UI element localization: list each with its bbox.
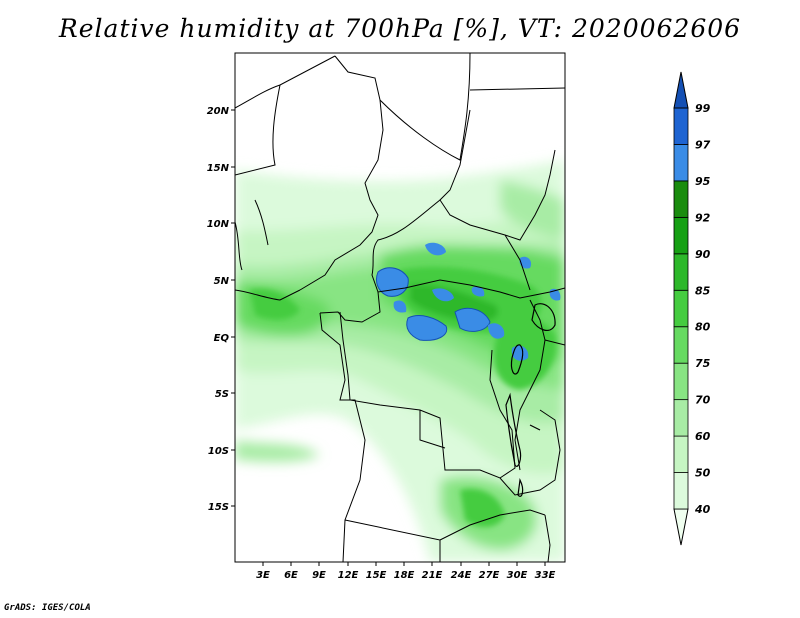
chart-title: Relative humidity at 700hPa [%], VT: 202… [58, 14, 742, 43]
colorbar-label: 70 [695, 394, 711, 407]
colorbar-label: 60 [695, 430, 711, 443]
colorbar-label: 50 [695, 467, 711, 480]
colorbar-lower-arrow [673, 508, 689, 546]
credit-text: GrADS: IGES/COLA [4, 603, 91, 613]
lon-label: 21E [422, 570, 443, 581]
lat-label: 15N [207, 163, 230, 174]
lat-label: EQ [214, 333, 230, 344]
colorbar-bin [673, 289, 689, 328]
lon-label: 30E [507, 570, 528, 581]
colorbar-label: 80 [695, 321, 711, 334]
lat-label: 10S [208, 446, 229, 457]
colorbar-bin [673, 144, 689, 182]
borders [235, 53, 565, 562]
colorbar-bin [673, 472, 689, 510]
colorbar-bin [673, 326, 689, 364]
lon-label: 18E [394, 570, 415, 581]
lon-label: 33E [535, 570, 556, 581]
lat-label: 10N [207, 219, 230, 230]
lat-label: 15S [208, 502, 229, 513]
lon-axis: 3E 6E 9E 12E 15E 18E 21E 24E 27E 30E 33E [256, 562, 556, 581]
colorbar-bin [673, 362, 689, 401]
colorbar-bin [673, 253, 689, 291]
colorbar-label: 75 [695, 357, 711, 370]
colorbar-label: 97 [695, 138, 711, 151]
lon-label: 24E [451, 570, 472, 581]
colorbar-bin [673, 435, 689, 473]
map-frame [234, 52, 566, 563]
lon-label: 27E [479, 570, 500, 581]
lon-label: 15E [366, 570, 387, 581]
colorbar-bin [673, 216, 689, 255]
lat-label: 5N [214, 276, 230, 287]
lakes [505, 303, 556, 497]
colorbar-bin [673, 399, 689, 437]
lat-label: 20N [207, 106, 230, 117]
lon-label: 12E [338, 570, 359, 581]
lon-label: 3E [256, 570, 270, 581]
colorbar-upper-arrow [673, 71, 689, 109]
lat-label: 5S [215, 389, 229, 400]
colorbar-label: 92 [695, 211, 711, 224]
lon-label: 9E [312, 570, 326, 581]
colorbar-label: 99 [695, 102, 711, 115]
colorbar-bin [673, 107, 689, 145]
colorbar-label: 90 [695, 248, 711, 261]
colorbar-bin [673, 180, 689, 218]
colorbar: 40 50 60 70 75 80 85 90 92 95 97 99 [673, 71, 711, 546]
lon-label: 6E [284, 570, 298, 581]
lat-axis: 20N 15N 10N 5N EQ 5S 10S 15S [207, 106, 235, 513]
colorbar-label: 40 [694, 503, 711, 516]
colorbar-label: 85 [695, 284, 711, 297]
colorbar-label: 95 [695, 175, 711, 188]
humidity-field [235, 160, 565, 562]
